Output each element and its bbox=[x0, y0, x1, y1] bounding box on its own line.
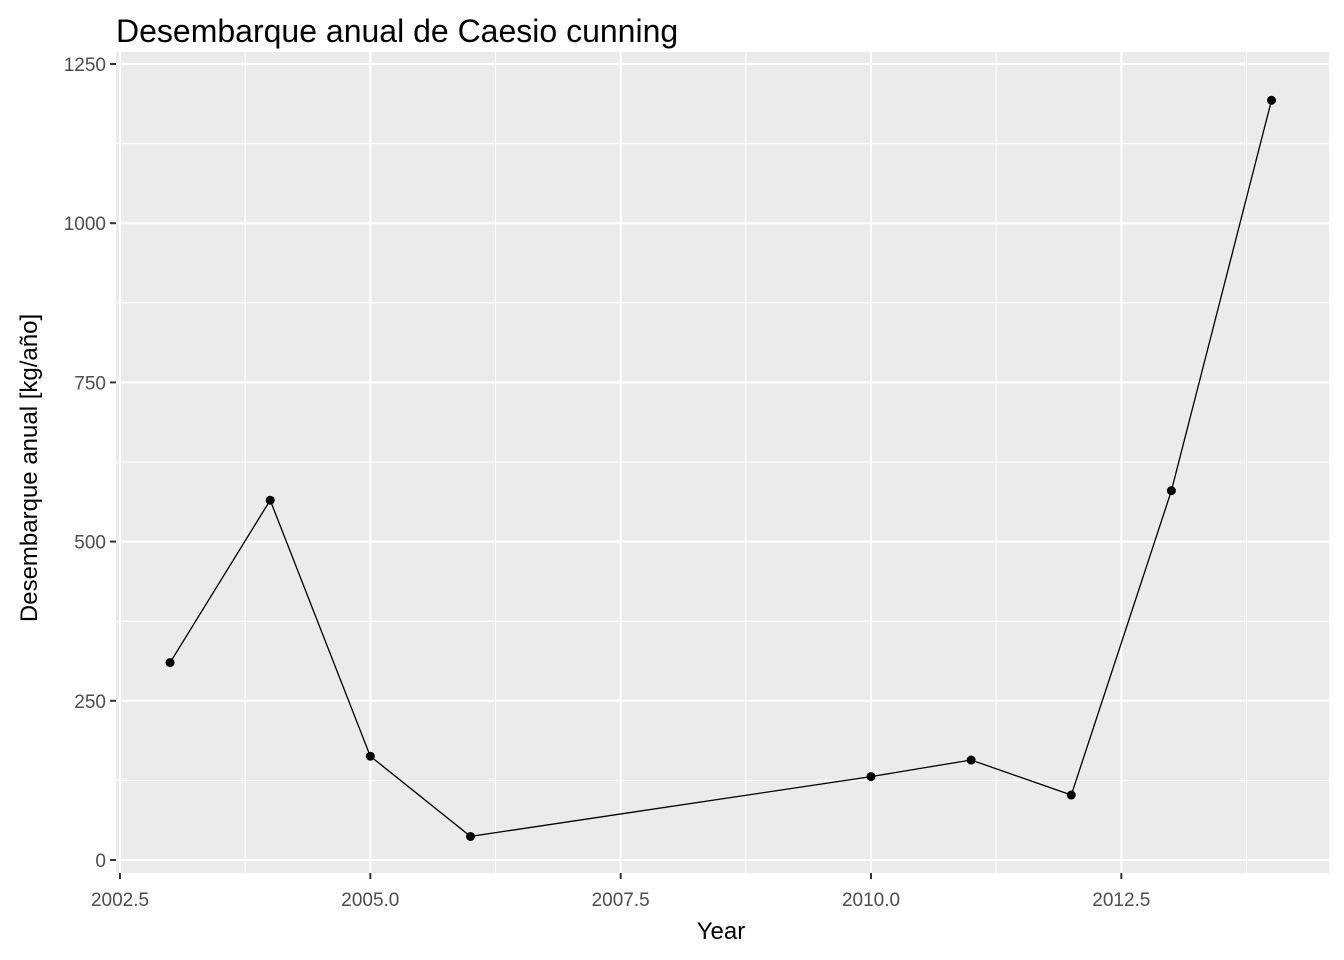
y-axis-ticks: 0 250 500 750 1000 1250 bbox=[64, 55, 116, 872]
y-tick-label: 500 bbox=[74, 533, 106, 554]
x-tick-label: 2007.5 bbox=[592, 890, 650, 911]
x-tick-label: 2005.0 bbox=[341, 890, 399, 911]
y-tick-label: 1250 bbox=[64, 55, 106, 76]
data-point bbox=[1267, 95, 1277, 105]
y-tick-label: 750 bbox=[74, 373, 106, 394]
x-tick-label: 2010.0 bbox=[842, 890, 900, 911]
minor-gridlines bbox=[116, 52, 1329, 873]
data-point bbox=[365, 751, 375, 761]
y-axis-title: Desembarque anual [kg/año] bbox=[16, 314, 43, 622]
data-point bbox=[265, 495, 275, 505]
major-gridlines bbox=[116, 52, 1329, 873]
x-tick-label: 2002.5 bbox=[91, 890, 149, 911]
data-point bbox=[1066, 790, 1076, 800]
data-point bbox=[1166, 486, 1176, 496]
data-point bbox=[966, 755, 976, 765]
data-point bbox=[165, 658, 175, 668]
chart-title: Desembarque anual de Caesio cunning bbox=[116, 13, 678, 49]
data-point bbox=[866, 772, 876, 782]
y-tick-label: 250 bbox=[74, 692, 106, 713]
data-series bbox=[165, 95, 1277, 841]
y-tick-label: 0 bbox=[95, 851, 106, 872]
x-axis-ticks: 2002.5 2005.0 2007.5 2010.0 2012.5 bbox=[91, 873, 1150, 911]
x-tick-label: 2012.5 bbox=[1092, 890, 1150, 911]
data-point bbox=[465, 831, 475, 841]
y-tick-label: 1000 bbox=[64, 214, 106, 235]
x-axis-title: Year bbox=[697, 918, 746, 945]
